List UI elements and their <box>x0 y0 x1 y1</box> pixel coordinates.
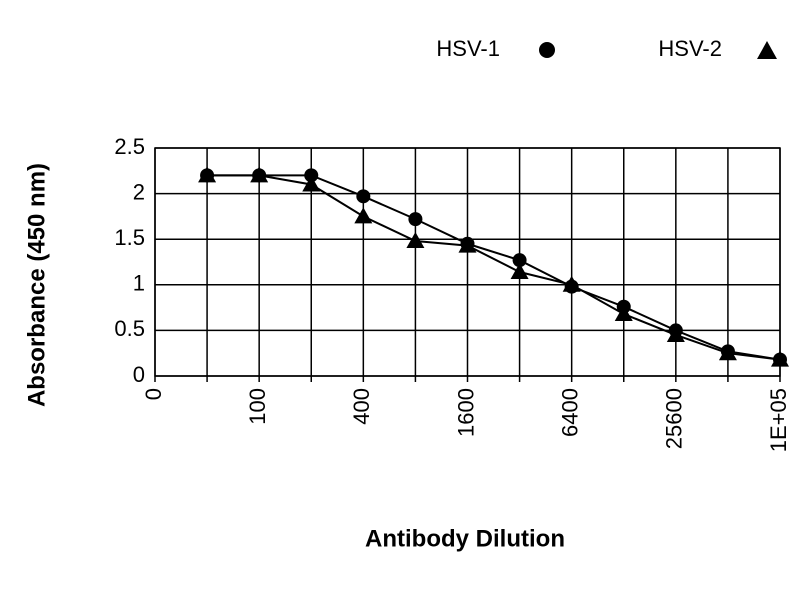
y-tick-label: 2 <box>133 179 145 204</box>
x-axis-title: Antibody Dilution <box>365 525 565 552</box>
x-tick-label: 25600 <box>662 388 687 449</box>
x-tick-label: 1600 <box>453 388 478 437</box>
legend-label: HSV-2 <box>658 36 722 61</box>
data-point <box>406 232 425 249</box>
x-tick-label: 6400 <box>557 388 582 437</box>
legend-label: HSV-1 <box>436 36 500 61</box>
data-point <box>614 304 633 321</box>
y-tick-label: 2.5 <box>114 134 145 159</box>
data-point <box>771 350 789 367</box>
data-point <box>356 189 371 204</box>
data-point <box>510 263 529 280</box>
y-tick-label: 0.5 <box>114 316 145 341</box>
y-tick-label: 0 <box>133 362 145 387</box>
data-point <box>458 236 477 253</box>
data-point <box>512 253 527 268</box>
data-point <box>304 168 319 183</box>
x-tick-label: 100 <box>245 388 270 425</box>
data-point <box>354 207 373 224</box>
data-point <box>718 344 737 361</box>
y-tick-label: 1 <box>133 271 145 296</box>
x-tick-label: 1E+05 <box>766 388 791 452</box>
plot-frame <box>154 147 781 377</box>
data-point <box>302 175 321 192</box>
data-point <box>666 325 685 342</box>
data-point <box>250 166 269 183</box>
y-tick-label: 1.5 <box>114 225 145 250</box>
series-line <box>207 174 781 361</box>
y-axis-title: Absorbance (450 nm) <box>23 163 50 407</box>
legend-marker <box>539 42 555 58</box>
series-line <box>207 174 781 361</box>
data-point <box>408 212 423 227</box>
x-tick-label: 400 <box>349 388 374 425</box>
data-point <box>562 275 581 292</box>
legend-marker <box>757 41 777 59</box>
x-tick-label: 0 <box>141 388 166 400</box>
data-point <box>198 166 217 183</box>
